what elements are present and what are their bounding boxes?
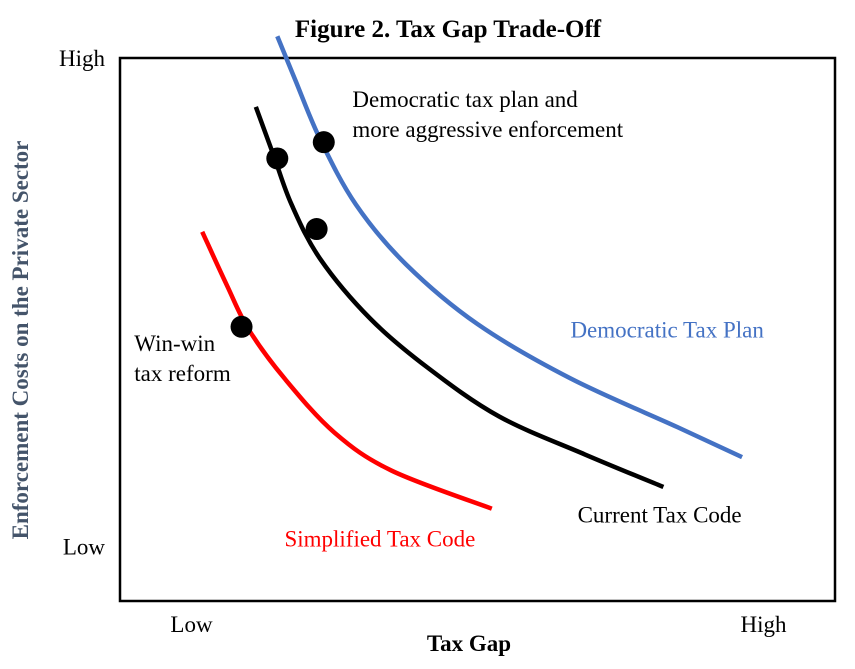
annotation-3: Current Tax Code: [578, 502, 742, 527]
highlight-point-1: [266, 147, 289, 170]
tick-labels: Low High High Low: [59, 46, 787, 637]
plot-area-frame: [118, 56, 837, 603]
x-tick-label-0: Low: [170, 612, 213, 637]
x-tick-label-1: High: [741, 612, 788, 637]
x-axis-title: Tax Gap: [427, 631, 511, 656]
annotation-0: Democratic tax plan and more aggressive e…: [352, 87, 623, 142]
series-line-2: [200, 230, 493, 511]
highlight-point-0: [312, 131, 335, 154]
series-curves: [200, 35, 743, 511]
series-line-0: [275, 35, 743, 460]
annotation-2: Democratic Tax Plan: [570, 318, 764, 343]
highlight-point-2: [305, 218, 328, 241]
highlight-point-3: [230, 315, 253, 338]
annotations: Democratic tax plan and more aggressive e…: [134, 87, 764, 552]
y-axis-title: Enforcement Costs on the Private Sector: [8, 141, 33, 540]
annotation-1: Win-win tax reform: [134, 331, 231, 386]
series-line-1: [253, 106, 665, 490]
y-tick-label-1: Low: [63, 535, 106, 560]
highlight-points: [230, 131, 335, 338]
y-tick-label-0: High: [59, 46, 106, 71]
annotation-4: Simplified Tax Code: [284, 527, 475, 552]
chart-title: Figure 2. Tax Gap Trade-Off: [295, 16, 602, 43]
